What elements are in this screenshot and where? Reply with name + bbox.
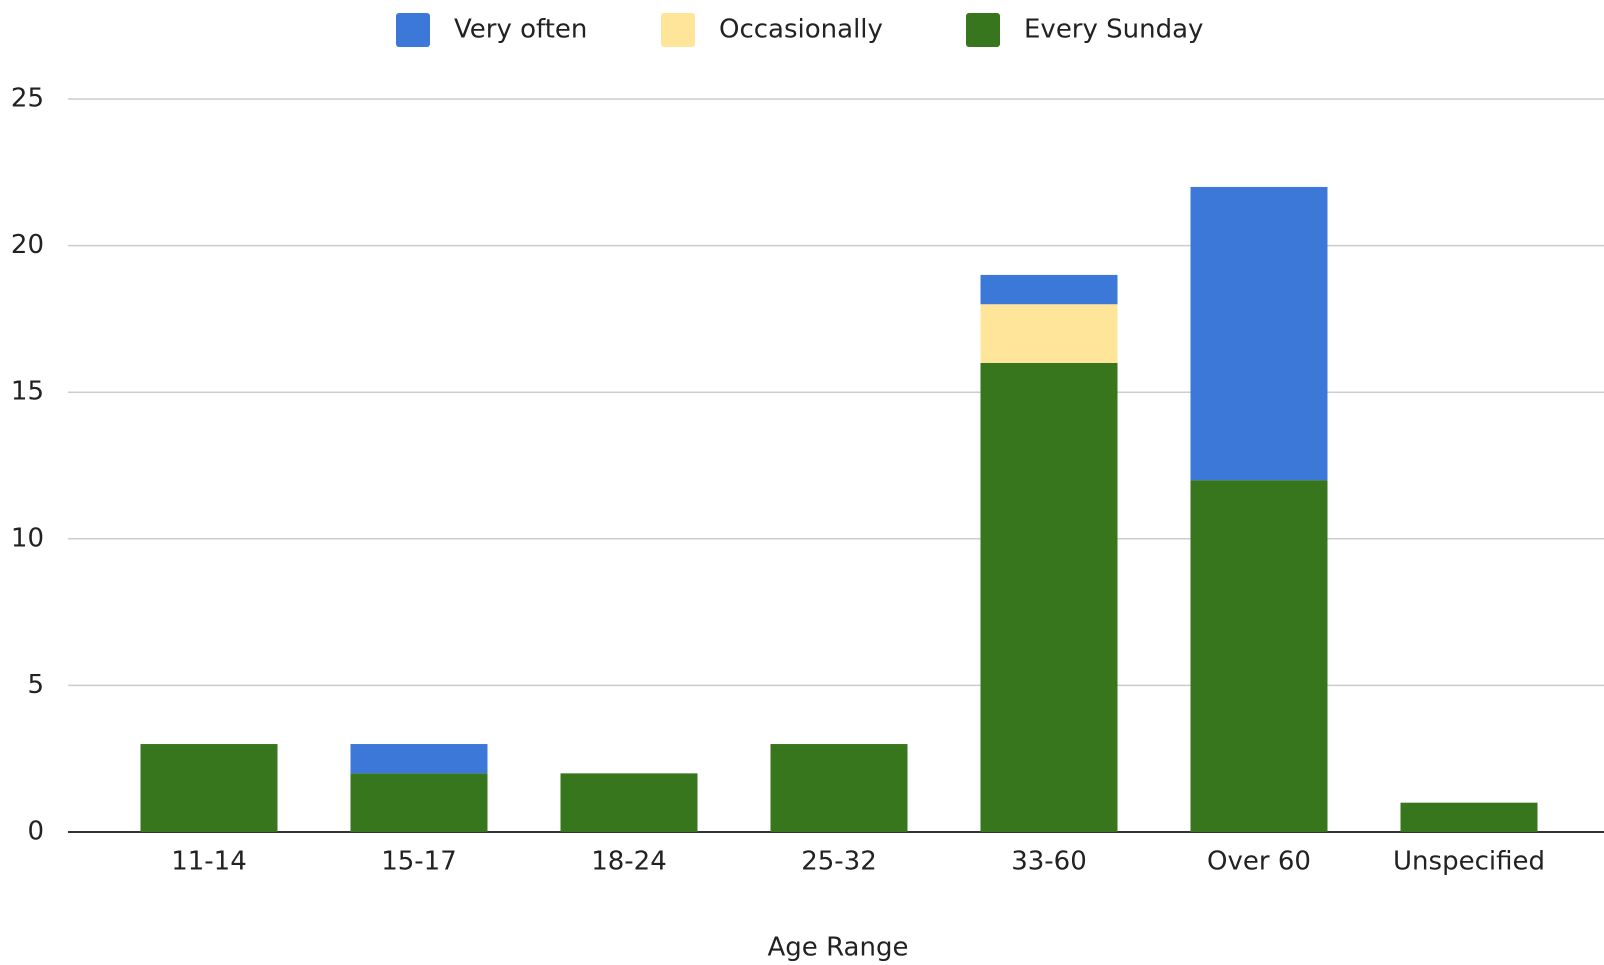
- legend-label: Occasionally: [719, 15, 883, 45]
- bar-segment: [350, 773, 488, 832]
- legend-label: Very often: [454, 15, 587, 45]
- bar-segment: [140, 744, 278, 832]
- y-tick-label: 0: [27, 817, 44, 847]
- legend-swatch: [661, 13, 695, 47]
- bar-segment: [980, 304, 1118, 363]
- bar-segment: [1400, 802, 1538, 832]
- x-axis-title: Age Range: [768, 933, 909, 963]
- y-tick-label: 10: [11, 523, 44, 553]
- legend-label: Every Sunday: [1024, 15, 1203, 45]
- legend-swatch: [396, 13, 430, 47]
- x-tick-label: 18-24: [591, 847, 667, 877]
- bar-segment: [980, 274, 1118, 305]
- x-tick-label: Unspecified: [1393, 847, 1545, 877]
- x-tick-label: 25-32: [801, 847, 877, 877]
- y-tick-label: 20: [11, 230, 44, 260]
- x-tick-label: 11-14: [171, 847, 247, 877]
- x-tick-label: 15-17: [381, 847, 457, 877]
- y-tick-label: 25: [11, 84, 44, 114]
- bar-segment: [1190, 480, 1328, 832]
- y-tick-label: 15: [11, 377, 44, 407]
- bar-segment: [350, 744, 488, 774]
- x-tick-label: 33-60: [1011, 847, 1087, 877]
- y-tick-label: 5: [27, 670, 44, 700]
- bar-segment: [770, 744, 908, 832]
- bar-segment: [560, 773, 698, 832]
- legend-swatch: [966, 13, 1000, 47]
- bar-segment: [1190, 186, 1328, 481]
- bar-segment: [980, 362, 1118, 832]
- x-tick-label: Over 60: [1207, 847, 1311, 877]
